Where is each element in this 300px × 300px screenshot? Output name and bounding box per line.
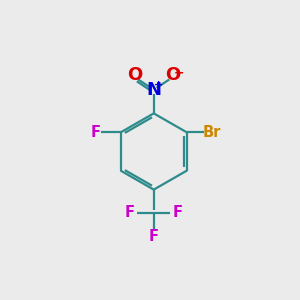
Text: F: F <box>149 229 159 244</box>
Text: −: − <box>174 67 184 80</box>
Text: O: O <box>165 66 180 84</box>
Text: Br: Br <box>203 125 221 140</box>
Text: N: N <box>146 81 161 99</box>
Text: +: + <box>154 80 164 90</box>
Text: O: O <box>127 66 142 84</box>
Text: F: F <box>91 125 100 140</box>
Text: F: F <box>125 205 135 220</box>
Text: F: F <box>172 205 182 220</box>
